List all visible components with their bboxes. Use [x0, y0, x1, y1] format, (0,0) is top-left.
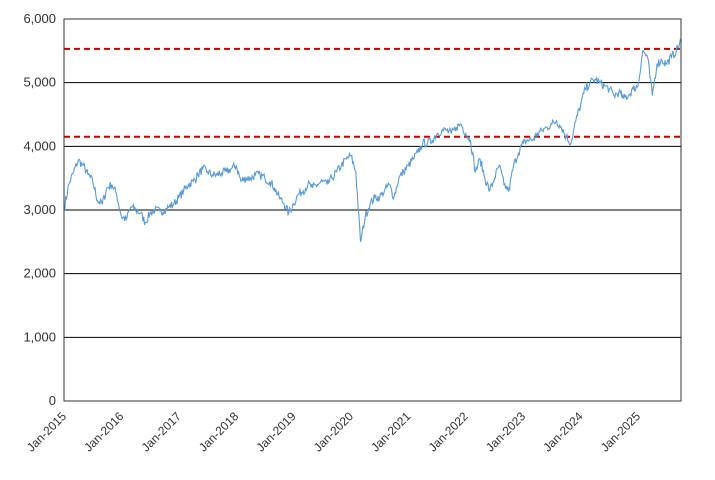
x-tick-label: Jan-2015 [24, 409, 70, 455]
x-tick-label: Jan-2023 [483, 409, 529, 455]
x-tick-label: Jan-2025 [598, 409, 644, 455]
x-tick-label: Jan-2020 [311, 409, 357, 455]
y-axis-tick-labels: 0 1,000 2,000 3,000 4,000 5,000 6,000 [23, 11, 56, 408]
y-tick-label: 2,000 [23, 266, 56, 281]
x-tick-label: Jan-2024 [540, 409, 586, 455]
reference-lines [64, 47, 681, 138]
grid-lines [64, 18, 681, 402]
x-tick-label: Jan-2016 [81, 409, 127, 455]
y-tick-label: 4,000 [23, 138, 56, 153]
x-tick-label: Jan-2018 [196, 409, 242, 455]
series-line [63, 38, 682, 242]
y-tick-label: 1,000 [23, 329, 56, 344]
x-tick-label: Jan-2022 [426, 409, 472, 455]
y-tick-label: 0 [49, 393, 56, 408]
x-tick-label: Jan-2021 [368, 409, 414, 455]
x-axis-tick-labels: Jan-2015 Jan-2016 Jan-2017 Jan-2018 Jan-2019… [24, 409, 643, 455]
y-tick-label: 5,000 [23, 75, 56, 90]
plot-area-border [63, 18, 682, 402]
x-tick-label: Jan-2019 [253, 409, 299, 455]
x-tick-label: Jan-2017 [139, 409, 185, 455]
y-tick-label: 6,000 [23, 11, 56, 26]
y-tick-label: 3,000 [23, 202, 56, 217]
